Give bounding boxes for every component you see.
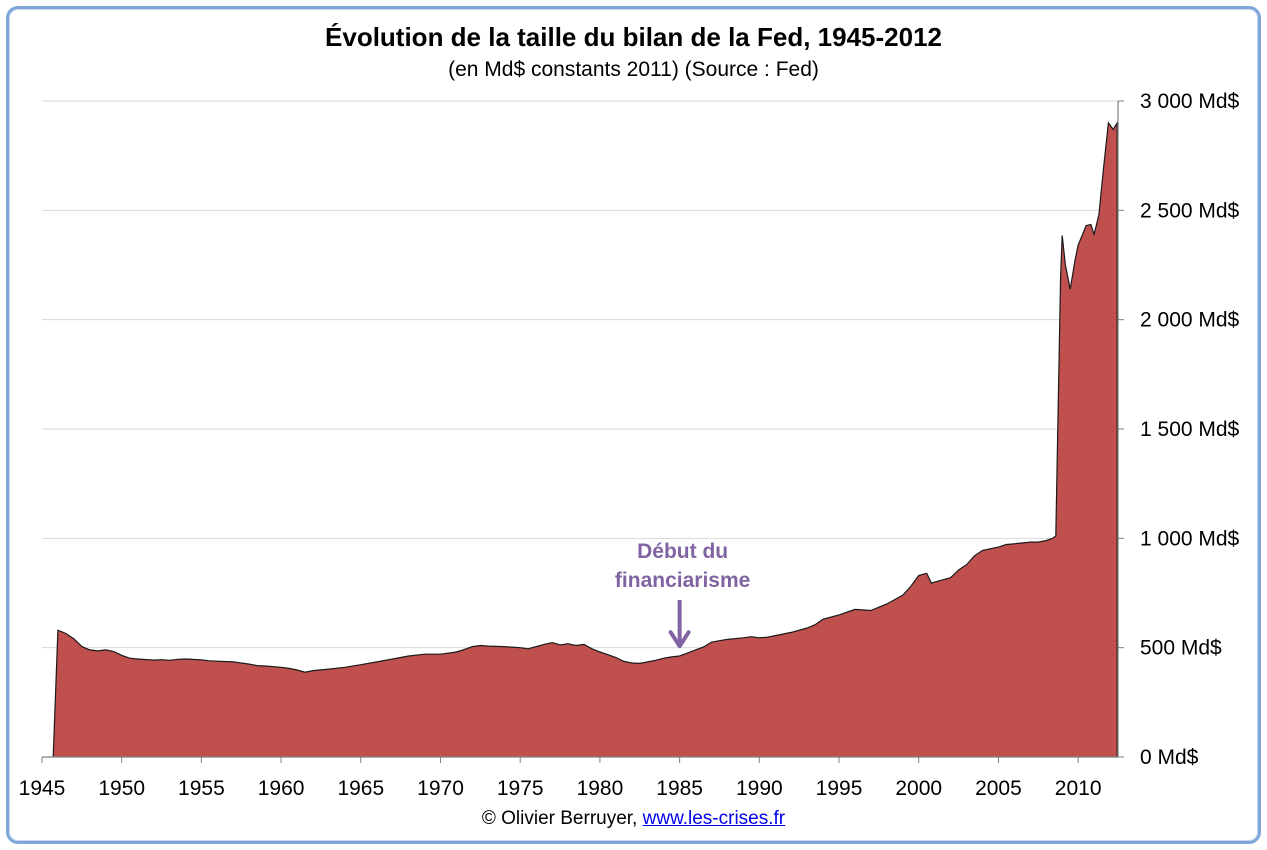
chart-frame — [6, 6, 1261, 844]
grid-lines — [42, 100, 1118, 649]
annotation-line1: Début du — [637, 540, 728, 563]
x-tick-label-1980: 1980 — [577, 777, 624, 800]
axes — [41, 100, 1124, 763]
y-tick-label-500: 500 Md$ — [1140, 637, 1222, 660]
x-tick-label-1975: 1975 — [497, 777, 544, 800]
series-outline-0 — [52, 120, 1118, 758]
x-tick-label-1995: 1995 — [816, 777, 863, 800]
y-tick-label-1000: 1 000 Md$ — [1140, 527, 1240, 550]
y-tick-label-2000: 2 000 Md$ — [1140, 309, 1240, 332]
y-tick-label-2500: 2 500 Md$ — [1140, 199, 1240, 222]
footer-link[interactable]: www.les-crises.fr — [642, 808, 786, 829]
x-tick-label-1970: 1970 — [417, 777, 464, 800]
x-tick-label-2000: 2000 — [895, 777, 942, 800]
y-tick-label-0: 0 Md$ — [1140, 746, 1199, 769]
x-tick-label-2005: 2005 — [975, 777, 1022, 800]
x-tick-label-1955: 1955 — [178, 777, 225, 800]
x-tick-label-1945: 1945 — [19, 777, 66, 800]
x-tick-labels: 1945 1950 1955 1960 1965 1970 1975 1980 1985 1990… — [19, 777, 1102, 800]
x-tick-label-1985: 1985 — [656, 777, 703, 800]
y-tick-label-1500: 1 500 Md$ — [1140, 418, 1240, 441]
x-tick-label-1990: 1990 — [736, 777, 783, 800]
annotation-arrow-head — [668, 630, 691, 649]
footer: © Olivier Berruyer, www.les-crises.fr — [0, 808, 1267, 830]
y-tick-labels: 0 Md$ 500 Md$ 1 000 Md$ 1 500 Md$ 2 000 Md$ 2… — [1140, 90, 1240, 769]
y-tick-label-3000: 3 000 Md$ — [1140, 90, 1240, 113]
x-tick-label-1950: 1950 — [98, 777, 145, 800]
chart-title: Évolution de la taille du bilan de la Fe… — [325, 22, 942, 52]
x-tick-label-1965: 1965 — [337, 777, 384, 800]
annotation-line2: financiarisme — [615, 569, 750, 592]
series-area-0 — [53, 122, 1118, 757]
x-tick-label-2010: 2010 — [1055, 777, 1102, 800]
annotation: Début du financiarisme — [615, 540, 750, 649]
chart-subtitle: (en Md$ constants 2011) (Source : Fed) — [448, 58, 819, 81]
footer-credit: © Olivier Berruyer, — [481, 808, 638, 829]
x-tick-label-1960: 1960 — [258, 777, 305, 800]
area-series — [52, 120, 1118, 758]
